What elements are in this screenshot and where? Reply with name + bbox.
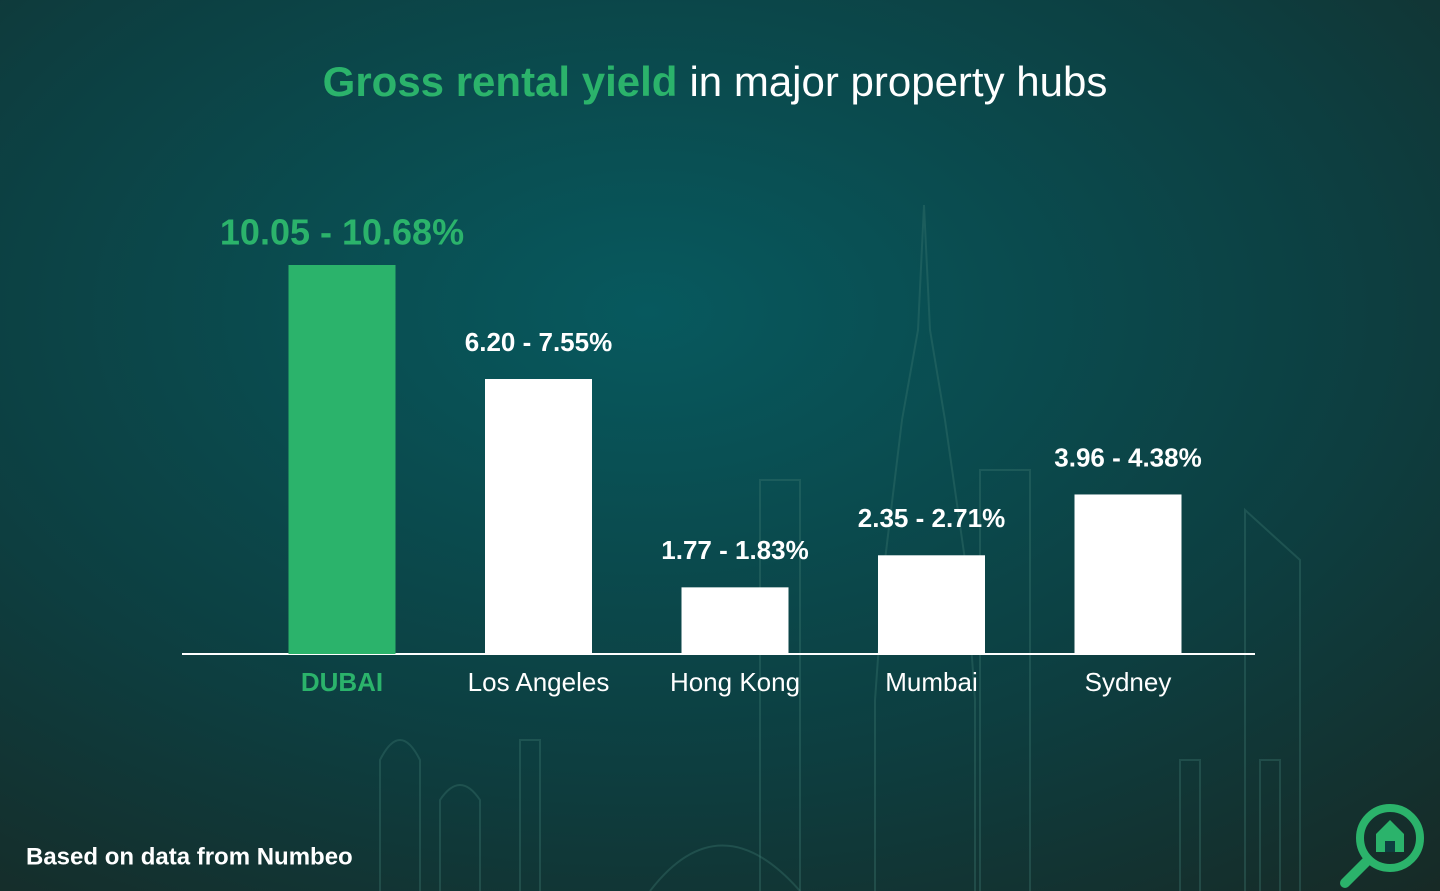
bar xyxy=(878,555,985,654)
logo xyxy=(1340,804,1424,888)
title-highlight: Gross rental yield xyxy=(323,58,678,105)
title-rest: in major property hubs xyxy=(689,58,1107,105)
value-label: 1.77 - 1.83% xyxy=(661,535,808,565)
bar xyxy=(681,587,789,654)
value-label: 2.35 - 2.71% xyxy=(858,503,1005,533)
x-tick-label: Sydney xyxy=(1085,667,1172,697)
x-tick-label: Hong Kong xyxy=(670,667,800,697)
bar xyxy=(1074,494,1182,654)
x-tick-label: Mumbai xyxy=(885,667,977,697)
x-tick-label: Los Angeles xyxy=(468,667,610,697)
bar xyxy=(288,265,396,654)
value-label: 10.05 - 10.68% xyxy=(220,212,464,253)
skyline xyxy=(379,204,1301,891)
bar xyxy=(485,379,592,654)
value-label: 3.96 - 4.38% xyxy=(1054,442,1201,472)
value-label: 6.20 - 7.55% xyxy=(465,327,612,357)
x-tick-label: DUBAI xyxy=(301,667,383,697)
chart-title: Gross rental yield in major property hubs xyxy=(323,58,1108,105)
footnote: Based on data from Numbeo xyxy=(26,843,353,870)
